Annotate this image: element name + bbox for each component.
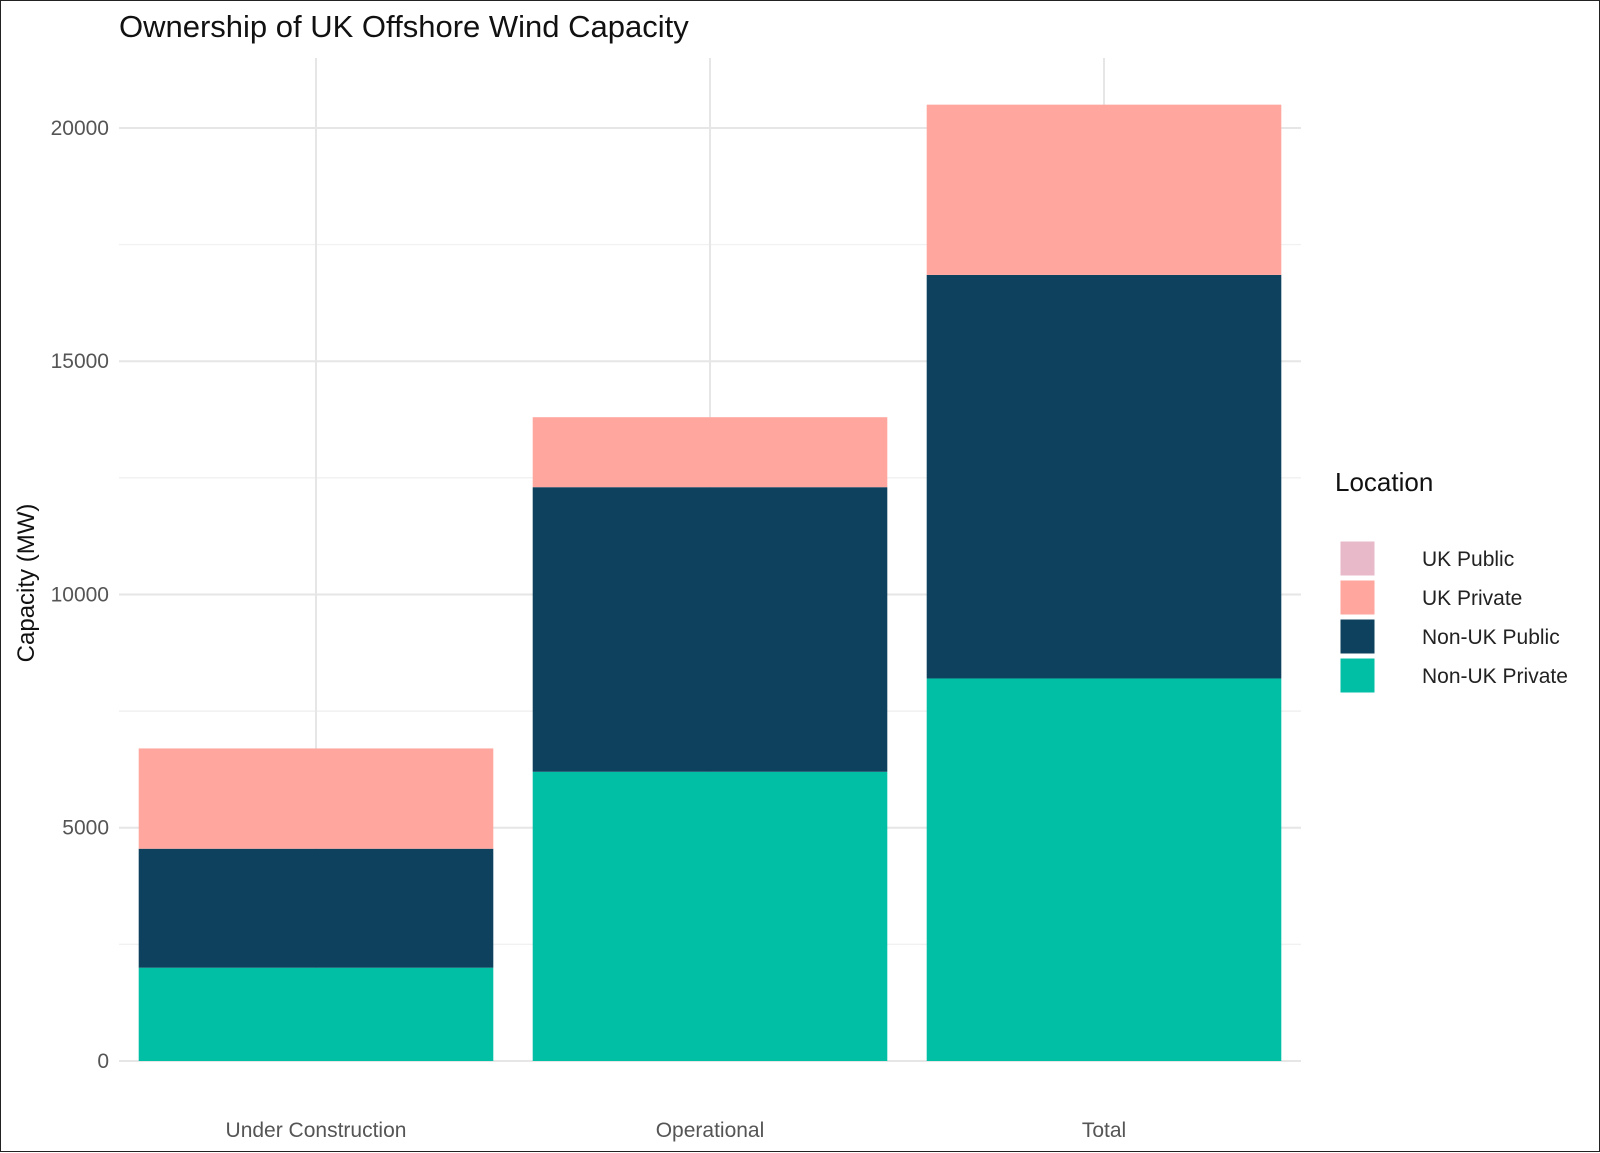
chart-title: Ownership of UK Offshore Wind Capacity <box>119 9 689 44</box>
x-tick-label: Under Construction <box>226 1119 407 1142</box>
legend-label: UK Private <box>1422 587 1522 610</box>
y-tick-label: 0 <box>97 1050 109 1073</box>
legend-key-uk-public <box>1339 540 1376 577</box>
x-tick-label: Total <box>1082 1119 1126 1142</box>
x-tick-label: Operational <box>656 1119 765 1142</box>
legend-title: Location <box>1335 467 1433 497</box>
legend-label: UK Public <box>1422 548 1514 571</box>
bar-segment-non-uk-private-under-construction <box>138 967 494 1061</box>
bar-segment-uk-private-under-construction <box>138 748 494 849</box>
y-tick-label: 15000 <box>51 350 109 373</box>
legend-key-uk-private <box>1339 579 1376 616</box>
y-tick-label: 20000 <box>51 117 109 140</box>
y-tick-label: 10000 <box>51 583 109 606</box>
legend-key-non-uk-private <box>1339 657 1376 694</box>
y-axis-label: Capacity (MW) <box>13 504 40 663</box>
bar-segment-non-uk-public-operational <box>532 487 888 772</box>
legend: Location UK Public UK Private Non-UK Publi… <box>1335 467 1568 694</box>
bar-segment-uk-private-total <box>926 104 1282 275</box>
bar-segment-non-uk-private-operational <box>532 771 888 1061</box>
bar-segment-uk-private-operational <box>532 417 888 488</box>
bar-segment-non-uk-private-total <box>926 678 1282 1061</box>
bar-segment-non-uk-public-total <box>926 274 1282 679</box>
x-axis-ticks: Under Construction Operational Total <box>226 1119 1127 1142</box>
y-tick-label: 5000 <box>62 817 109 840</box>
bars <box>138 104 1282 1061</box>
legend-key-non-uk-public <box>1339 618 1376 655</box>
legend-label: Non-UK Private <box>1422 665 1568 688</box>
bar-segment-non-uk-public-under-construction <box>138 848 494 968</box>
y-axis-ticks: 0 5000 10000 15000 20000 <box>51 117 109 1073</box>
legend-label: Non-UK Public <box>1422 626 1560 649</box>
